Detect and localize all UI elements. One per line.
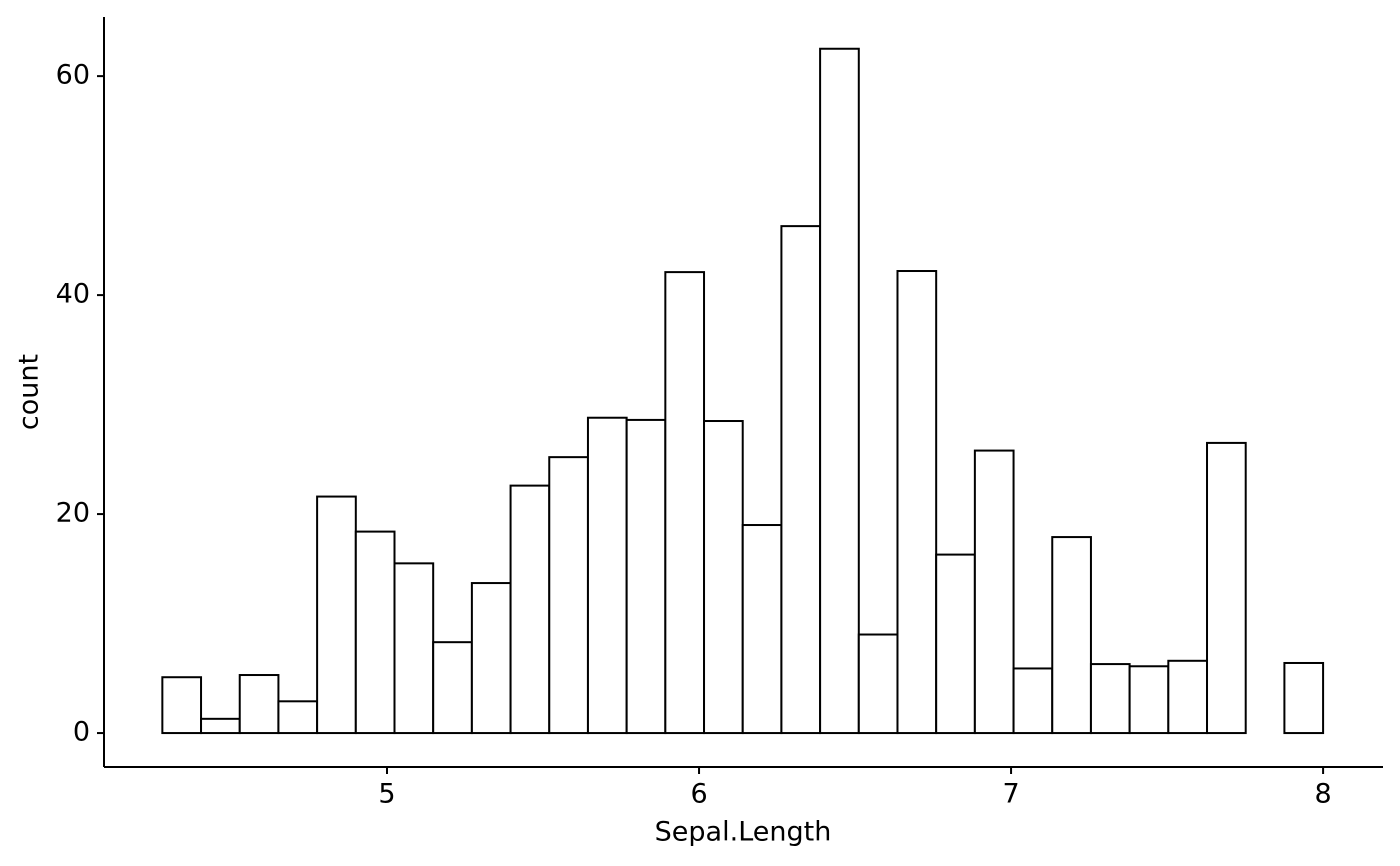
bar — [316, 495, 357, 735]
bar — [277, 700, 319, 735]
bar — [548, 456, 589, 735]
bar — [1012, 667, 1054, 735]
bar — [238, 674, 280, 735]
x-tick-label: 7 — [1002, 779, 1019, 810]
y-tick-label: 60 — [56, 60, 90, 91]
bar — [1206, 441, 1247, 735]
bar — [1089, 663, 1131, 735]
bar — [354, 530, 396, 735]
y-axis-label: count — [14, 354, 45, 430]
bar — [586, 416, 628, 735]
bar — [625, 418, 667, 735]
bar — [819, 47, 860, 735]
y-tick-label: 20 — [56, 498, 90, 529]
bar — [664, 271, 706, 735]
bar — [973, 449, 1015, 735]
bar — [470, 582, 512, 735]
bar — [1051, 536, 1092, 735]
bar — [935, 553, 976, 735]
bar — [393, 562, 435, 735]
bar — [200, 717, 241, 735]
x-axis-label: Sepal.Length — [655, 817, 832, 848]
bar — [896, 270, 938, 735]
bar — [741, 524, 783, 735]
bar — [161, 676, 203, 735]
x-tick-label: 6 — [690, 779, 707, 810]
bar — [1167, 659, 1209, 735]
x-tick-label: 5 — [378, 779, 395, 810]
y-tick-label: 40 — [56, 279, 90, 310]
bar — [509, 484, 551, 735]
bar — [432, 641, 473, 735]
bar — [1128, 665, 1170, 735]
bar — [703, 420, 744, 735]
y-tick-label: 0 — [73, 717, 90, 748]
x-tick-label: 8 — [1314, 779, 1331, 810]
bar — [780, 225, 822, 735]
bar — [1283, 661, 1325, 735]
bar — [857, 633, 899, 735]
